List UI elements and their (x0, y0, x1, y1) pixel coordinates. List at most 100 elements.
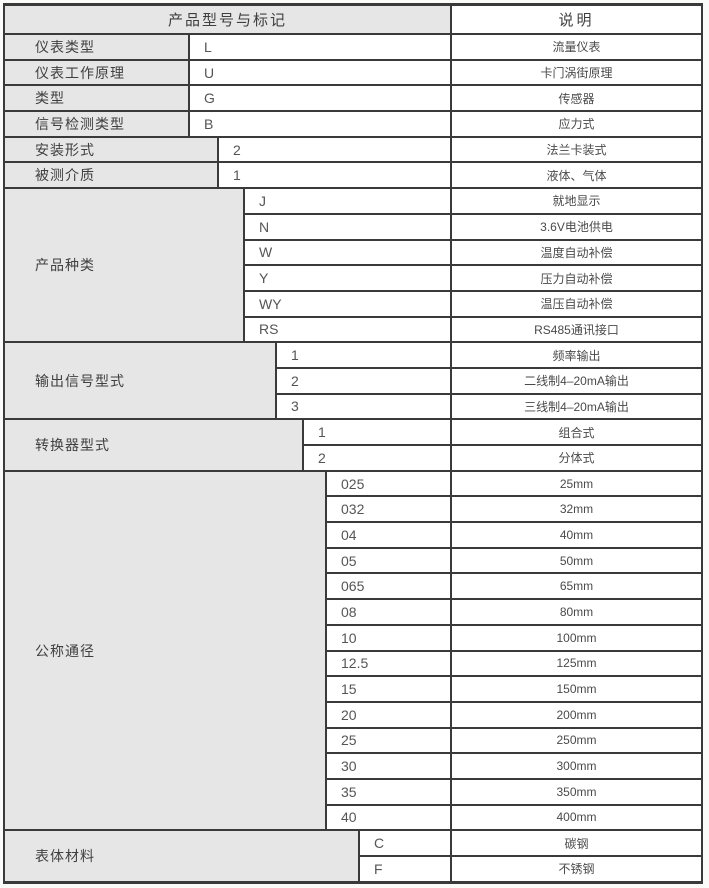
section-label: 被测介质 (5, 163, 219, 188)
section-label: 安装形式 (5, 137, 219, 162)
desc-cell: 65mm (450, 574, 701, 599)
table-section: 仪表类型 L 流量仪表 (5, 33, 701, 59)
table-section: 表体材料 C 碳钢 F 不锈钢 (5, 829, 701, 881)
table-row: 2 法兰卡装式 (219, 137, 701, 162)
section-label: 类型 (5, 86, 190, 111)
table-row: 15 150mm (327, 675, 701, 701)
table-row: 12.5 125mm (327, 649, 701, 676)
section-label: 仪表类型 (5, 35, 190, 59)
table-row: B 应力式 (190, 112, 701, 136)
desc-cell: 400mm (450, 805, 701, 830)
desc-cell: 250mm (450, 728, 701, 753)
section-rows: L 流量仪表 (190, 35, 701, 59)
code-cell: N (245, 214, 450, 239)
table-row: 2 二线制4–20mA输出 (277, 366, 701, 393)
desc-cell: 40mm (450, 523, 701, 547)
table-row: G 传感器 (190, 86, 701, 111)
table-section: 信号检测类型 B 应力式 (5, 110, 701, 136)
desc-cell: 100mm (450, 625, 701, 650)
table-section: 安装形式 2 法兰卡装式 (5, 135, 701, 162)
code-cell: 05 (327, 548, 450, 573)
table-row: 20 200mm (327, 700, 701, 727)
desc-cell: 150mm (450, 677, 701, 701)
code-cell: L (190, 35, 450, 59)
desc-cell: 组合式 (450, 420, 701, 444)
section-rows: J 就地显示 N 3.6V电池供电 W 温度自动补偿 Y 压力自动补偿 WY 温压自动补偿 RS RS… (245, 189, 701, 342)
code-cell: 1 (277, 343, 450, 367)
desc-cell: 二线制4–20mA输出 (450, 368, 701, 393)
desc-cell: 三线制4–20mA输出 (450, 394, 701, 419)
desc-cell: 300mm (450, 754, 701, 778)
desc-cell: 法兰卡装式 (450, 137, 701, 162)
desc-cell: 350mm (450, 779, 701, 804)
code-cell: C (360, 831, 450, 855)
desc-cell: 卡门涡街原理 (450, 60, 701, 85)
table-row: 10 100mm (327, 623, 701, 650)
table-row: Y 压力自动补偿 (245, 264, 701, 290)
code-cell: Y (245, 266, 450, 290)
code-cell: 065 (327, 574, 450, 599)
table-row: 35 350mm (327, 777, 701, 804)
table-body: 仪表类型 L 流量仪表 仪表工作原理 U 卡门涡街原理 类型 G 传感器 信号检测类型 B 应力式 安装… (5, 33, 701, 881)
table-row: 40 400mm (327, 803, 701, 830)
desc-cell: 应力式 (450, 112, 701, 136)
table-section: 产品种类 J 就地显示 N 3.6V电池供电 W 温度自动补偿 Y 压力自动补偿 WY 温压自动补偿… (5, 187, 701, 342)
table-row: 08 80mm (327, 598, 701, 624)
code-cell: 3 (277, 394, 450, 419)
desc-cell: 碳钢 (450, 831, 701, 855)
desc-cell: 液体、气体 (450, 163, 701, 188)
table-row: U 卡门涡街原理 (190, 60, 701, 85)
desc-cell: 压力自动补偿 (450, 266, 701, 290)
code-cell: 15 (327, 677, 450, 701)
code-cell: 08 (327, 600, 450, 624)
desc-cell: 分体式 (450, 446, 701, 470)
table-section: 转换器型式 1 组合式 2 分体式 (5, 418, 701, 470)
table-row: 065 65mm (327, 572, 701, 599)
code-cell: 20 (327, 702, 450, 727)
table-section: 被测介质 1 液体、气体 (5, 161, 701, 188)
code-cell: 04 (327, 523, 450, 547)
section-label: 表体材料 (5, 831, 360, 881)
code-cell: U (190, 60, 450, 85)
table-row: J 就地显示 (245, 189, 701, 213)
desc-cell: 传感器 (450, 86, 701, 111)
code-cell: 1 (219, 163, 450, 188)
desc-cell: 不锈钢 (450, 857, 701, 881)
section-rows: 2 法兰卡装式 (219, 137, 701, 162)
table-row: 05 50mm (327, 546, 701, 573)
code-cell: 12.5 (327, 651, 450, 676)
header-model-cell: 产品型号与标记 (5, 6, 452, 33)
table-row: 25 250mm (327, 726, 701, 753)
desc-cell: 25mm (450, 471, 701, 496)
table-row: C 碳钢 (360, 831, 701, 855)
table-row: 025 25mm (327, 471, 701, 496)
table-row: 3 三线制4–20mA输出 (277, 392, 701, 419)
code-cell: 2 (277, 368, 450, 393)
table-header-row: 产品型号与标记 说明 (5, 6, 701, 33)
desc-cell: 温压自动补偿 (450, 291, 701, 316)
code-cell: J (245, 189, 450, 213)
desc-cell: 32mm (450, 497, 701, 522)
desc-cell: 125mm (450, 651, 701, 676)
table-row: 1 频率输出 (277, 343, 701, 367)
code-cell: W (245, 240, 450, 265)
section-label: 输出信号型式 (5, 343, 277, 419)
section-label: 转换器型式 (5, 420, 304, 470)
table-section: 公称通径 025 25mm 032 32mm 04 40mm 05 50mm 065 65mm 08 8… (5, 469, 701, 830)
code-cell: 1 (304, 420, 450, 444)
section-label: 产品种类 (5, 189, 245, 342)
code-cell: 2 (304, 446, 450, 470)
table-row: W 温度自动补偿 (245, 238, 701, 265)
section-label: 公称通径 (5, 471, 327, 830)
table-row: 04 40mm (327, 521, 701, 547)
code-cell: 30 (327, 754, 450, 778)
code-cell: 2 (219, 137, 450, 162)
table-row: WY 温压自动补偿 (245, 289, 701, 316)
code-cell: RS (245, 317, 450, 342)
code-cell: F (360, 857, 450, 881)
desc-cell: 温度自动补偿 (450, 240, 701, 265)
table-row: 30 300mm (327, 752, 701, 778)
desc-cell: 50mm (450, 548, 701, 573)
table-row: F 不锈钢 (360, 855, 701, 881)
